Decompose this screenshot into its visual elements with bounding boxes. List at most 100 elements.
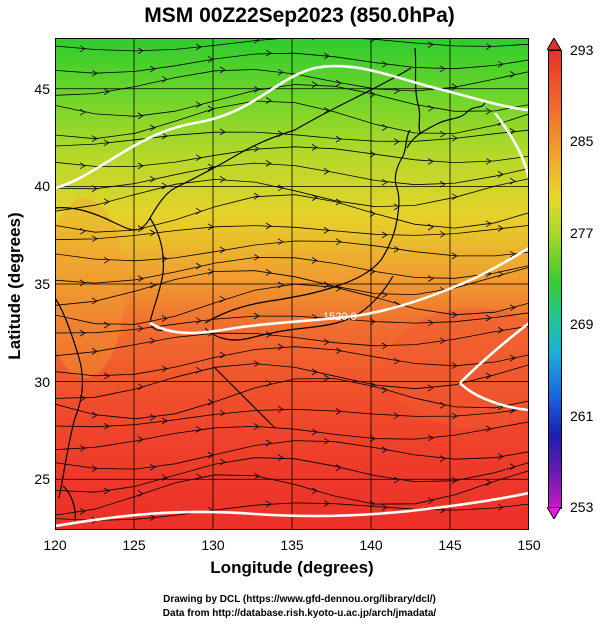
streamline-arrow — [451, 362, 458, 370]
y-tick-label: 45 — [34, 80, 50, 97]
streamline-arrow — [509, 354, 516, 362]
coastlines — [55, 47, 486, 524]
streamline-arrow — [439, 130, 446, 138]
streamline-arrow — [79, 444, 86, 452]
streamline-arrow — [451, 412, 458, 420]
streamline — [55, 407, 529, 428]
streamline-arrow — [277, 68, 284, 76]
streamline-arrow — [219, 128, 226, 136]
streamline-arrow — [485, 107, 492, 115]
streamline-arrow — [485, 43, 492, 50]
streamline-arrow — [485, 425, 492, 433]
streamline-arrow — [439, 65, 446, 73]
map-plot-area[interactable]: 1520.0 — [55, 38, 529, 530]
streamline-arrow — [149, 337, 156, 345]
streamline-arrow — [219, 176, 226, 183]
streamline-arrow — [253, 253, 260, 261]
streamline — [55, 100, 529, 140]
streamline-arrow — [207, 451, 214, 459]
x-tick-label: 120 — [43, 537, 67, 553]
coast-china-east — [55, 297, 84, 499]
streamline — [55, 378, 529, 420]
coast-japan-south — [204, 275, 394, 341]
streamline-arrow — [497, 60, 504, 68]
streamline-arrow — [393, 357, 400, 365]
streamline-arrow — [509, 463, 516, 471]
streamline-arrow — [137, 47, 144, 55]
streamline-arrow — [219, 66, 226, 74]
streamline-arrow — [265, 222, 272, 230]
streamline-arrow — [149, 514, 156, 521]
x-tick-label: 145 — [438, 537, 462, 553]
contour-east-high — [459, 321, 529, 412]
streamline-arrow — [311, 257, 318, 264]
x-tick-label: 140 — [359, 537, 383, 553]
streamline-arrow — [381, 178, 388, 186]
map-svg: 1520.0 — [55, 38, 529, 530]
streamline-arrow — [103, 88, 110, 95]
streamline-arrow — [219, 295, 226, 303]
streamline-arrow — [369, 150, 376, 158]
streamline-arrow — [103, 372, 110, 380]
streamline-arrow — [265, 331, 272, 339]
streamline-arrow — [265, 439, 272, 447]
streamline-arrow — [509, 177, 516, 185]
streamline-arrow — [381, 504, 388, 511]
streamline-arrow — [451, 134, 458, 142]
streamline-arrow — [323, 338, 330, 346]
streamline-arrow — [509, 250, 516, 258]
streamline-arrow — [323, 437, 330, 445]
coast-sakhalin — [414, 47, 422, 135]
coast-hokkaido — [406, 101, 486, 149]
x-tick-label: 150 — [517, 537, 541, 553]
streamline — [55, 162, 529, 190]
streamline-arrow — [311, 194, 318, 201]
streamline-arrow — [485, 372, 492, 380]
streamline-arrow — [79, 508, 86, 515]
contour-north — [55, 64, 529, 190]
streamline-arrow — [427, 434, 434, 442]
streamline-arrow — [137, 112, 144, 120]
streamline-arrow — [149, 281, 156, 289]
height-contours — [55, 64, 529, 528]
streamline-arrow — [427, 41, 434, 48]
streamline-arrow — [439, 230, 446, 238]
streamline-arrow — [195, 154, 202, 162]
lat-lon-grid — [55, 38, 529, 530]
credit-data: Data from http://database.rish.kyoto-u.a… — [162, 608, 437, 619]
streamline — [55, 440, 529, 470]
streamline-arrow — [79, 45, 86, 53]
streamline-arrow — [311, 487, 318, 495]
streamline — [55, 283, 529, 325]
streamline-arrow — [381, 342, 388, 350]
streamline — [55, 312, 529, 334]
streamline-arrow — [369, 38, 376, 43]
contour-south — [55, 491, 529, 528]
streamline — [55, 194, 529, 233]
streamline-arrow — [161, 315, 168, 322]
streamline-arrow — [137, 436, 144, 443]
triangle-up-icon — [547, 38, 561, 50]
streamline-arrow — [79, 329, 86, 337]
streamline-arrow — [265, 160, 272, 167]
streamline-arrow — [451, 252, 458, 260]
streamline — [55, 257, 529, 284]
streamline — [55, 457, 529, 493]
streamline-arrow — [137, 490, 144, 497]
streamline — [55, 346, 529, 377]
streamline-arrow — [335, 198, 342, 206]
streamline-arrow — [427, 223, 434, 231]
colorbar — [548, 50, 562, 509]
streamline-arrow — [253, 192, 260, 200]
streamline-arrow — [381, 446, 388, 454]
streamline-arrow — [509, 71, 516, 78]
streamline-arrow — [79, 108, 86, 116]
streamline-arrow — [277, 405, 284, 413]
credit-drawing: Drawing by DCL (https://www.gfd-dennou.o… — [163, 594, 436, 605]
streamline-arrow — [323, 281, 330, 289]
streamline-arrow — [253, 86, 260, 93]
coast-korea — [149, 217, 165, 331]
streamline-arrow — [91, 348, 98, 355]
streamline-arrow — [149, 463, 156, 471]
triangle-down-icon — [547, 507, 561, 519]
